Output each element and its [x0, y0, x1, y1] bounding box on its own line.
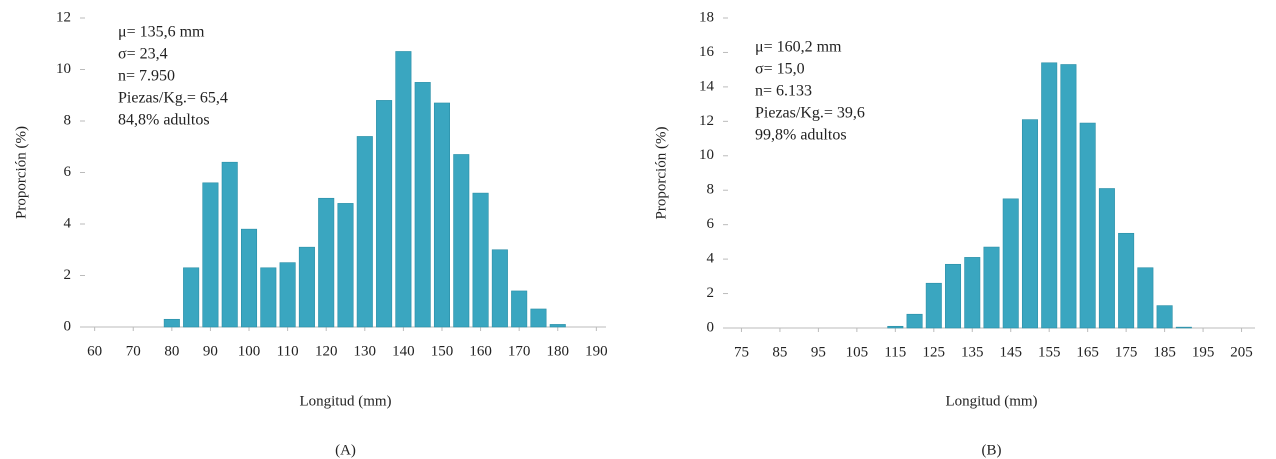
y-tick-label: 14	[699, 78, 715, 94]
y-tick-label: 8	[707, 182, 715, 198]
x-tick-label: 130	[354, 343, 377, 359]
x-tick-label: 165	[1076, 344, 1099, 360]
x-tick-label: 120	[315, 343, 338, 359]
bar	[241, 228, 258, 328]
y-tick-label: 6	[707, 216, 715, 232]
bar	[1021, 119, 1038, 329]
annotation: σ= 23,4	[118, 46, 168, 63]
x-tick-label: 100	[238, 343, 261, 359]
bar	[1002, 198, 1019, 329]
bar	[221, 161, 238, 328]
bar	[491, 249, 508, 328]
annotation: σ= 15,0	[755, 61, 805, 78]
x-tick-label: 75	[734, 344, 749, 360]
bar	[906, 313, 923, 329]
x-tick-label: 155	[1038, 344, 1061, 360]
x-tick-label: 190	[585, 343, 608, 359]
x-tick-label: 135	[961, 344, 984, 360]
bar	[376, 100, 393, 328]
annotation: n= 6.133	[755, 83, 812, 100]
x-tick-label: 110	[277, 343, 299, 359]
y-tick-label: 16	[699, 44, 715, 60]
y-tick-label: 10	[56, 61, 71, 77]
bar	[887, 325, 904, 329]
bar	[356, 136, 373, 328]
caption: (B)	[982, 442, 1002, 458]
bar	[1137, 267, 1154, 329]
bar	[202, 182, 219, 328]
bar	[1098, 188, 1115, 329]
bar	[318, 197, 335, 328]
annotation: μ= 135,6 mm	[118, 24, 205, 41]
y-tick-label: 0	[64, 318, 72, 334]
x-tick-label: 205	[1230, 344, 1253, 360]
annotation: 99,8% adultos	[755, 127, 847, 144]
x-tick-label: 70	[126, 343, 141, 359]
y-tick-label: 0	[707, 319, 715, 335]
y-tick-label: 12	[699, 113, 714, 129]
annotation: Piezas/Kg.= 65,4	[118, 90, 228, 107]
y-tick-label: 4	[64, 215, 72, 231]
x-tick-label: 140	[392, 343, 415, 359]
y-axis-label: Proporción (%)	[653, 127, 669, 220]
x-tick-label: 160	[469, 343, 492, 359]
annotation: 84,8% adultos	[118, 112, 210, 129]
bar	[1175, 326, 1192, 329]
bar	[1156, 305, 1173, 329]
bar	[260, 267, 277, 328]
x-tick-label: 175	[1115, 344, 1138, 360]
x-tick-label: 85	[772, 344, 787, 360]
x-tick-label: 150	[431, 343, 454, 359]
bar	[395, 51, 412, 328]
x-tick-label: 170	[508, 343, 531, 359]
bar	[1118, 232, 1135, 329]
bar	[183, 267, 200, 328]
y-tick-label: 2	[707, 285, 715, 301]
bar	[511, 290, 528, 328]
y-axis-label: Proporción (%)	[13, 126, 29, 219]
x-tick-label: 95	[811, 344, 826, 360]
x-tick-label: 145	[999, 344, 1022, 360]
bar	[964, 257, 981, 329]
y-tick-label: 18	[699, 9, 714, 25]
bar	[1041, 62, 1058, 329]
y-tick-label: 10	[699, 147, 714, 163]
x-axis-label: Longitud (mm)	[299, 393, 391, 409]
bar	[945, 263, 962, 329]
x-tick-label: 195	[1192, 344, 1215, 360]
bar	[1060, 64, 1077, 329]
bar	[433, 102, 451, 328]
x-tick-label: 180	[547, 343, 570, 359]
x-tick-label: 185	[1153, 344, 1176, 360]
bar	[1079, 122, 1096, 329]
bar	[163, 318, 180, 328]
x-tick-label: 115	[884, 344, 906, 360]
caption: (A)	[335, 442, 356, 458]
x-tick-label: 80	[164, 343, 179, 359]
x-tick-label: 90	[203, 343, 218, 359]
annotation: Piezas/Kg.= 39,6	[755, 105, 865, 122]
x-axis-label: Longitud (mm)	[945, 393, 1037, 409]
annotation: μ= 160,2 mm	[755, 39, 842, 56]
y-tick-label: 12	[56, 9, 71, 25]
y-tick-label: 8	[64, 112, 72, 128]
bar	[549, 324, 566, 328]
x-tick-label: 125	[923, 344, 946, 360]
bar	[414, 82, 431, 328]
bar	[530, 308, 547, 328]
bar	[337, 203, 354, 328]
bar	[298, 246, 315, 328]
bar	[472, 192, 489, 328]
annotation: n= 7.950	[118, 68, 175, 85]
y-tick-label: 4	[707, 251, 715, 267]
bar	[279, 262, 296, 328]
bar	[453, 154, 470, 328]
bar	[925, 282, 942, 329]
x-tick-label: 60	[87, 343, 102, 359]
y-tick-label: 6	[64, 164, 72, 180]
x-tick-label: 105	[846, 344, 869, 360]
bar	[983, 246, 1000, 329]
y-tick-label: 2	[64, 267, 72, 283]
